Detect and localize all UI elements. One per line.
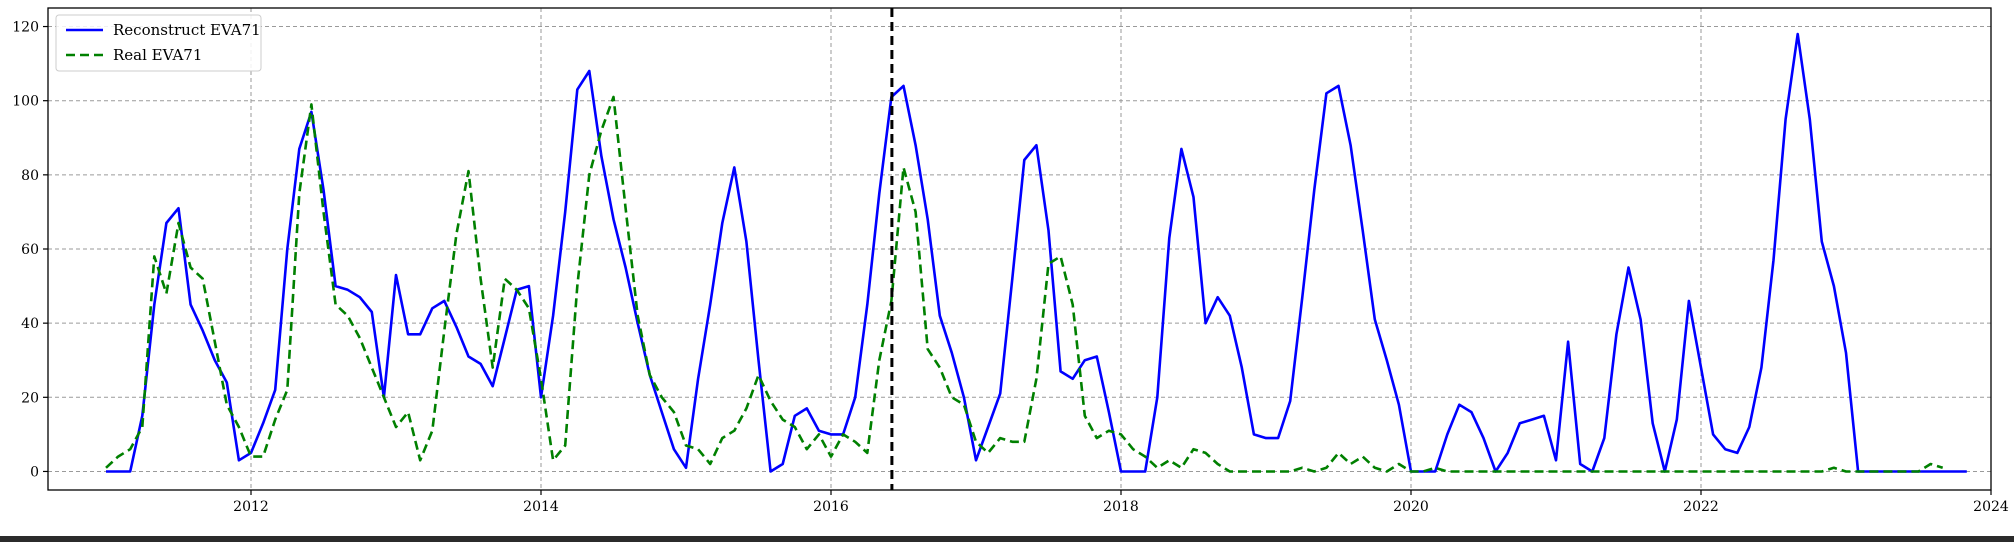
legend-label-reconstruct: Reconstruct EVA71 bbox=[113, 21, 261, 39]
x-tick-label: 2020 bbox=[1393, 499, 1429, 515]
series-real-eva71-line bbox=[105, 95, 1944, 473]
x-tick-label: 2014 bbox=[523, 499, 559, 515]
axis-ticks: 2012 2014 2016 2018 2020 2022 2024 0 20 40 60 80 100… bbox=[12, 20, 2009, 515]
y-tick-label: 60 bbox=[21, 242, 39, 258]
legend-box bbox=[55, 14, 262, 72]
legend-label-real: Real EVA71 bbox=[113, 46, 202, 64]
y-tick-label: 120 bbox=[12, 20, 39, 36]
x-tick-label: 2016 bbox=[813, 499, 849, 515]
y-tick-label: 40 bbox=[21, 316, 39, 332]
x-tick-label: 2018 bbox=[1103, 499, 1139, 515]
y-tick-label: 80 bbox=[21, 168, 39, 184]
bottom-bar bbox=[0, 536, 2014, 542]
grid-lines bbox=[48, 8, 1991, 490]
x-tick-label: 2012 bbox=[233, 499, 269, 515]
legend: Reconstruct EVA71 Real EVA71 bbox=[55, 14, 262, 72]
y-tick-label: 100 bbox=[12, 94, 39, 110]
y-tick-label: 0 bbox=[30, 464, 39, 480]
plot-frame bbox=[47, 7, 1992, 491]
y-tick-label: 20 bbox=[21, 390, 39, 406]
x-tick-label: 2024 bbox=[1973, 499, 2009, 515]
series-layer bbox=[105, 32, 1967, 473]
x-tick-label: 2022 bbox=[1683, 499, 1719, 515]
series-reconstruct-eva71-line bbox=[106, 32, 1967, 473]
